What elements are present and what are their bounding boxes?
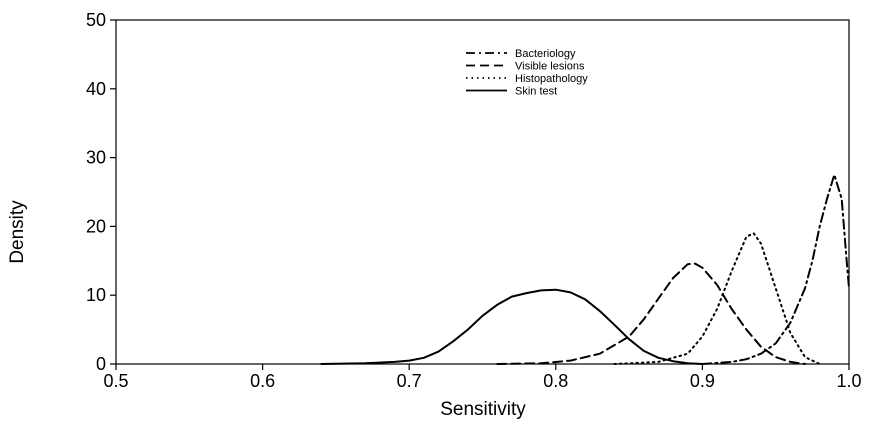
- x-tick-label: 0.5: [103, 371, 128, 391]
- y-tick-label: 30: [86, 148, 106, 168]
- y-tick-label: 20: [86, 216, 106, 236]
- x-tick-label: 0.9: [690, 371, 715, 391]
- series-line-histopathology: [613, 232, 821, 365]
- x-axis-title: Sensitivity: [440, 399, 526, 420]
- legend-label-histopathology: Histopathology: [515, 73, 588, 85]
- y-tick-label: 0: [96, 354, 106, 374]
- y-tick-label: 40: [86, 79, 106, 99]
- y-tick-label: 50: [86, 10, 106, 30]
- legend-label-visible-lesions: Visible lesions: [515, 61, 585, 73]
- series-line-skin-test: [320, 288, 704, 365]
- x-tick-label: 0.6: [250, 371, 275, 391]
- x-tick-label: 0.8: [543, 371, 568, 391]
- series-layer: [320, 173, 850, 365]
- x-tick-label: 1.0: [836, 371, 861, 391]
- y-tick-label: 10: [86, 285, 106, 305]
- legend-label-bacteriology: Bacteriology: [515, 48, 576, 60]
- legend-label-skin-test: Skin test: [515, 86, 557, 98]
- axes-frame: [115, 19, 850, 365]
- series-line-visible-lesions: [496, 262, 806, 365]
- series-line-bacteriology: [701, 173, 850, 365]
- plot-area: 0.5 0.6 0.7 0.8 0.9 1.0 0 10 20 30 40 50: [86, 10, 862, 391]
- y-axis-title: Density: [7, 200, 28, 264]
- x-tick-label: 0.7: [397, 371, 422, 391]
